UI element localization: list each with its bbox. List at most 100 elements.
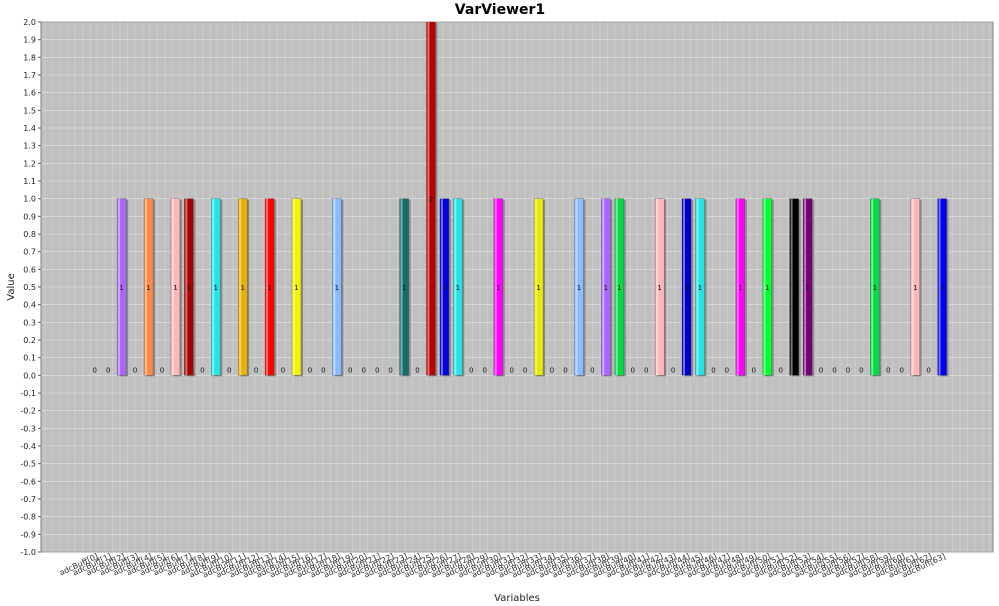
data-label: 0 [590,366,594,374]
chart-title: VarViewer1 [455,2,545,18]
data-label: 1 [119,284,123,292]
data-label: 0 [711,366,715,374]
data-label: 1 [738,284,742,292]
y-tick-label: -0.1 [20,389,36,398]
data-label: 0 [886,366,890,374]
bar [789,198,799,376]
y-tick-label: 0.3 [23,318,36,327]
bar-highlight [292,198,295,376]
data-label: 0 [899,366,903,374]
data-label: 0 [92,366,96,374]
bar [762,198,772,376]
y-axis-label: Value [6,273,17,300]
data-label: 1 [604,284,608,292]
data-label: 0 [133,366,137,374]
bar-highlight [454,198,457,376]
y-tick-label: 1.7 [23,71,36,80]
y-tick-label: 2.0 [23,18,36,27]
y-tick-label: -0.2 [20,407,36,416]
data-label: 0 [926,366,930,374]
data-label: 0 [254,366,258,374]
y-tick-label: 0.1 [23,354,36,363]
data-label: 0 [321,366,325,374]
data-label: 0 [509,366,513,374]
y-tick-label: -0.5 [20,460,36,469]
data-label: 1 [873,284,877,292]
bar [493,198,503,376]
x-axis-label: Variables [494,593,540,604]
y-tick-label: -0.8 [20,513,36,522]
data-label: 0 [388,366,392,374]
data-label: 1 [805,284,809,292]
data-label: 0 [550,366,554,374]
data-label: 0 [630,366,634,374]
data-label: 1 [267,284,271,292]
bar [937,198,947,376]
bar [453,198,463,376]
y-tick-label: 1.6 [23,89,36,98]
data-label: 0 [483,366,487,374]
data-label: 0 [644,366,648,374]
data-label: 0 [671,366,675,374]
data-label: 1 [913,284,917,292]
data-label: 0 [752,366,756,374]
bar-highlight [683,198,686,376]
data-label: 0 [832,366,836,374]
bar [802,198,813,376]
bar-highlight [212,198,215,376]
bar [614,198,624,376]
y-tick-label: -0.9 [20,530,36,539]
bar [291,198,302,376]
bar [574,198,584,376]
bar-highlight [494,198,497,376]
data-label: 0 [106,366,110,374]
bar-highlight [427,22,430,376]
bar-highlight [602,198,605,376]
bar-highlight [736,198,739,376]
bar [399,198,409,376]
data-label: 0 [563,366,567,374]
data-label: 1 [240,284,244,292]
bar-highlight [696,198,699,376]
y-tick-label: 0.5 [23,283,36,292]
y-tick-label: 1.2 [23,159,36,168]
data-label: 1 [577,284,581,292]
data-label: 0 [846,366,850,374]
y-tick-label: 1.8 [23,53,36,62]
data-label: 1 [402,284,406,292]
y-tick-label: 1.1 [23,177,36,186]
y-tick-label: 0.4 [23,301,36,310]
data-label: 1 [617,284,621,292]
data-label: 1 [940,284,944,292]
bar [143,198,154,376]
bar [735,198,745,376]
bar-highlight [790,198,793,376]
data-label: 0 [778,366,782,374]
data-label: 0 [523,366,527,374]
y-tick-label: 1.3 [23,142,36,151]
bar-highlight [400,198,403,376]
bar [601,198,611,376]
y-tick-label: 1.0 [23,195,36,204]
data-label: 1 [657,284,661,292]
data-label: 1 [765,284,769,292]
bar [654,198,665,376]
data-label: 1 [173,284,177,292]
bar-highlight [615,198,618,376]
data-label: 0 [227,366,231,374]
bar-highlight [763,198,766,376]
bar-highlight [656,198,659,376]
data-label: 1 [792,284,796,292]
bar [681,198,692,376]
bar-highlight [911,198,914,376]
bar [184,198,194,376]
data-label: 0 [308,366,312,374]
bar [238,198,248,376]
data-label: 1 [335,284,339,292]
bar-highlight [239,198,242,376]
bar-highlight [266,198,269,376]
y-tick-label: -1.0 [20,548,36,557]
bar [695,198,705,376]
data-label: 1 [294,284,298,292]
